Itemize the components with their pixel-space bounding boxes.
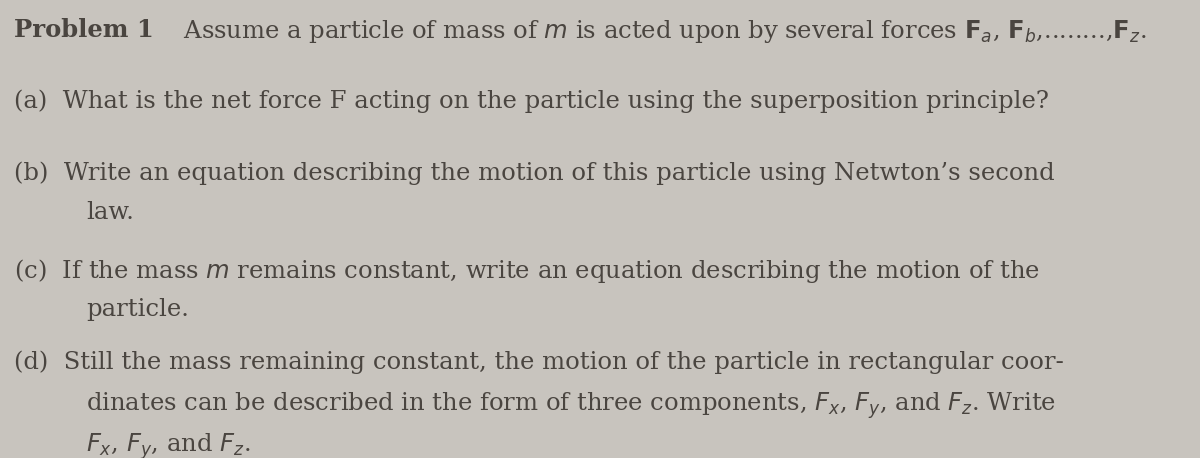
Text: (d)  Still the mass remaining constant, the motion of the particle in rectangula: (d) Still the mass remaining constant, t…	[14, 350, 1064, 374]
Text: dinates can be described in the form of three components, $F_x$, $F_y$, and $F_z: dinates can be described in the form of …	[86, 390, 1056, 421]
Text: (a)  What is the net force F acting on the particle using the superposition prin: (a) What is the net force F acting on th…	[14, 90, 1049, 113]
Text: $F_x$, $F_y$, and $F_z$.: $F_x$, $F_y$, and $F_z$.	[86, 431, 251, 458]
Text: Problem 1: Problem 1	[14, 18, 154, 42]
Text: (c)  If the mass $m$ remains constant, write an equation describing the motion o: (c) If the mass $m$ remains constant, wr…	[14, 257, 1040, 285]
Text: particle.: particle.	[86, 298, 190, 321]
Text: Assume a particle of mass of $m$ is acted upon by several forces $\mathbf{F}_a$,: Assume a particle of mass of $m$ is acte…	[14, 18, 1147, 45]
Text: (b)  Write an equation describing the motion of this particle using Netwton’s se: (b) Write an equation describing the mot…	[14, 161, 1055, 185]
Text: law.: law.	[86, 201, 134, 224]
